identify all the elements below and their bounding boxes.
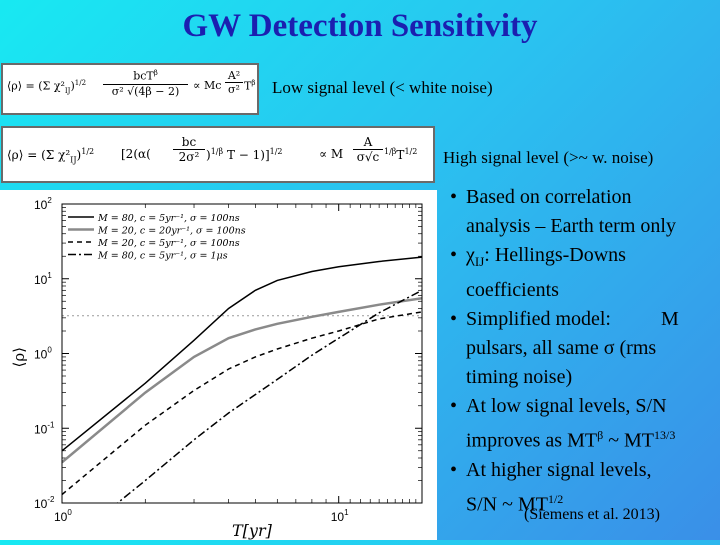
bullet-3-line-3: timing noise) [466, 366, 573, 388]
chart-y-tick-label: 101 [34, 271, 52, 287]
eq1-frac-num: A² [225, 69, 243, 83]
page-title: GW Detection Sensitivity [182, 8, 538, 44]
bullet-1: • Based on correlation analysis – Earth t… [450, 183, 720, 241]
bullet-3: • Simplified model: M pulsars, all same σ… [450, 305, 720, 392]
eq2-bracket-tail: T − 1)] [226, 148, 270, 162]
eq1-propto: ∝ Mc [193, 79, 222, 92]
eq2-frac-num: A [353, 135, 383, 150]
chart-series-line-2 [62, 296, 422, 464]
eq2-tail-sup: 1/2 [404, 147, 418, 156]
bullet-dot: • [450, 458, 458, 481]
bullet-dot: • [450, 308, 458, 330]
bullet-5-line-2: S/N ~ MT1/2 [450, 485, 720, 520]
bullet-3-line-2: pulsars, all same σ (rms [466, 337, 657, 359]
bullet-2-sub: IJ [474, 254, 485, 269]
bullet-4-line-2: improves as MTβ ~ MT13/3 [450, 421, 720, 456]
equation-low-signal: ⟨ρ⟩ = (Σ χ²IJ)1/2 bcTβ σ² √(4β − 2) ∝ Mc… [1, 63, 259, 115]
chart-x-axis-label: T[yr] [232, 521, 273, 540]
bullet-5-line-1: At higher signal levels, [466, 458, 652, 481]
bullet-4: • At low signal levels, S/N improves as M… [450, 392, 720, 456]
eq1-tail: T [244, 79, 252, 93]
bullet-1-line-1: Based on correlation [466, 186, 632, 208]
chart-y-tick-label: 100 [34, 346, 52, 362]
eq2-frac-den: σ√c [356, 150, 380, 164]
eq1-frac-den: σ² [228, 83, 240, 96]
bullet-2-tail: : Hellings-Downs [484, 244, 626, 266]
eq2-tail: T [396, 148, 405, 162]
chart-series-line-1 [62, 256, 422, 452]
bullet-dot: • [450, 186, 458, 208]
bullet-5-a: S/N ~ MT [466, 493, 548, 516]
citation: (Siemens et al. 2013) [524, 506, 660, 523]
eq1-caption: Low signal level (< white noise) [272, 78, 493, 97]
chart-x-tick-label: 100 [54, 508, 72, 524]
chart-svg: 10-2 10-1 100 101 102 100 101 T[yr] ⟨ρ⟩ M = 80, c… [10, 196, 423, 540]
eq2-inner-exp: 1/β [210, 147, 224, 156]
chart-legend-label-4: M = 80, c = 5yr⁻¹, σ = 1μs [97, 251, 228, 262]
bullet-4-a-sup: β [597, 428, 604, 442]
chart-y-tick-label: 102 [34, 196, 52, 212]
eq2-lhs: ⟨ρ⟩ = [7, 148, 42, 162]
sensitivity-chart: 10-2 10-1 100 101 102 100 101 T[yr] ⟨ρ⟩ M = 80, c… [0, 190, 437, 540]
chart-y-tick-label: 10-1 [34, 420, 55, 436]
eq2-caption: High signal level (>~ w. noise) [443, 148, 654, 167]
chart-legend-label-1: M = 80, c = 5yr⁻¹, σ = 100ns [97, 213, 240, 224]
bullet-dot: • [450, 244, 458, 266]
eq1-sum: (Σ χ² [38, 79, 65, 93]
equation-high-signal: ⟨ρ⟩ = (Σ χ²IJ)1/2 [2(α( bc 2σ² )1/β T − … [1, 126, 435, 183]
bullet-4-line-1: At low signal levels, S/N [466, 395, 667, 417]
eq1-num-sup: β [153, 69, 158, 77]
bullet-2-line-2: coefficients [466, 279, 559, 301]
bullet-5-a-sup: 1/2 [547, 491, 564, 506]
bullet-2-chi: χ [466, 244, 475, 266]
chart-legend-label-3: M = 20, c = 5yr⁻¹, σ = 100ns [97, 238, 240, 249]
bullet-4-b: ~ MT [603, 429, 655, 452]
eq2-bracket-exp: 1/2 [269, 147, 283, 156]
eq1-denominator: σ² √(4β − 2) [111, 84, 180, 98]
eq2-inner-den: 2σ² [178, 150, 200, 164]
chart-y-axis-label: ⟨ρ⟩ [10, 347, 28, 368]
eq1-sum-sub: IJ [64, 86, 71, 95]
chart-y-tick-label: 10-2 [34, 495, 55, 511]
bullet-dot: • [450, 395, 458, 417]
eq2-bracket-open: [2(α( [121, 147, 151, 161]
eq2-sum: (Σ χ² [41, 148, 71, 162]
eq1-exp: 1/2 [74, 79, 87, 87]
chart-legend-label-2: M = 20, c = 20yr⁻¹, σ = 100ns [97, 226, 246, 237]
eq1-numerator: bcT [133, 69, 154, 83]
eq2-sum-sub: IJ [70, 155, 77, 165]
bullet-5: • At higher signal levels, S/N ~ MT1/2 [450, 456, 720, 520]
eq2-frac-exp: 1/β [384, 147, 397, 156]
bullet-1-line-2: analysis – Earth term only [466, 215, 676, 237]
bullet-2: • χIJ: Hellings-Downs coefficients [450, 241, 720, 305]
eq2-exp: 1/2 [81, 147, 95, 156]
eq2-inner-num: bc [173, 135, 205, 150]
eq2-propto: ∝ M [319, 147, 344, 161]
eq1-tail-sup: β [251, 79, 256, 87]
chart-series-line-4 [116, 289, 422, 503]
eq1-lhs: ⟨ρ⟩ = [7, 79, 39, 93]
bullet-list: • Based on correlation analysis – Earth t… [450, 183, 720, 519]
chart-x-tick-label: 101 [331, 508, 349, 524]
bullet-3-line-1: Simplified model: M [466, 308, 679, 330]
bullet-4-b-sup: 13/3 [654, 428, 676, 442]
bullet-4-a: improves as MT [466, 429, 598, 452]
